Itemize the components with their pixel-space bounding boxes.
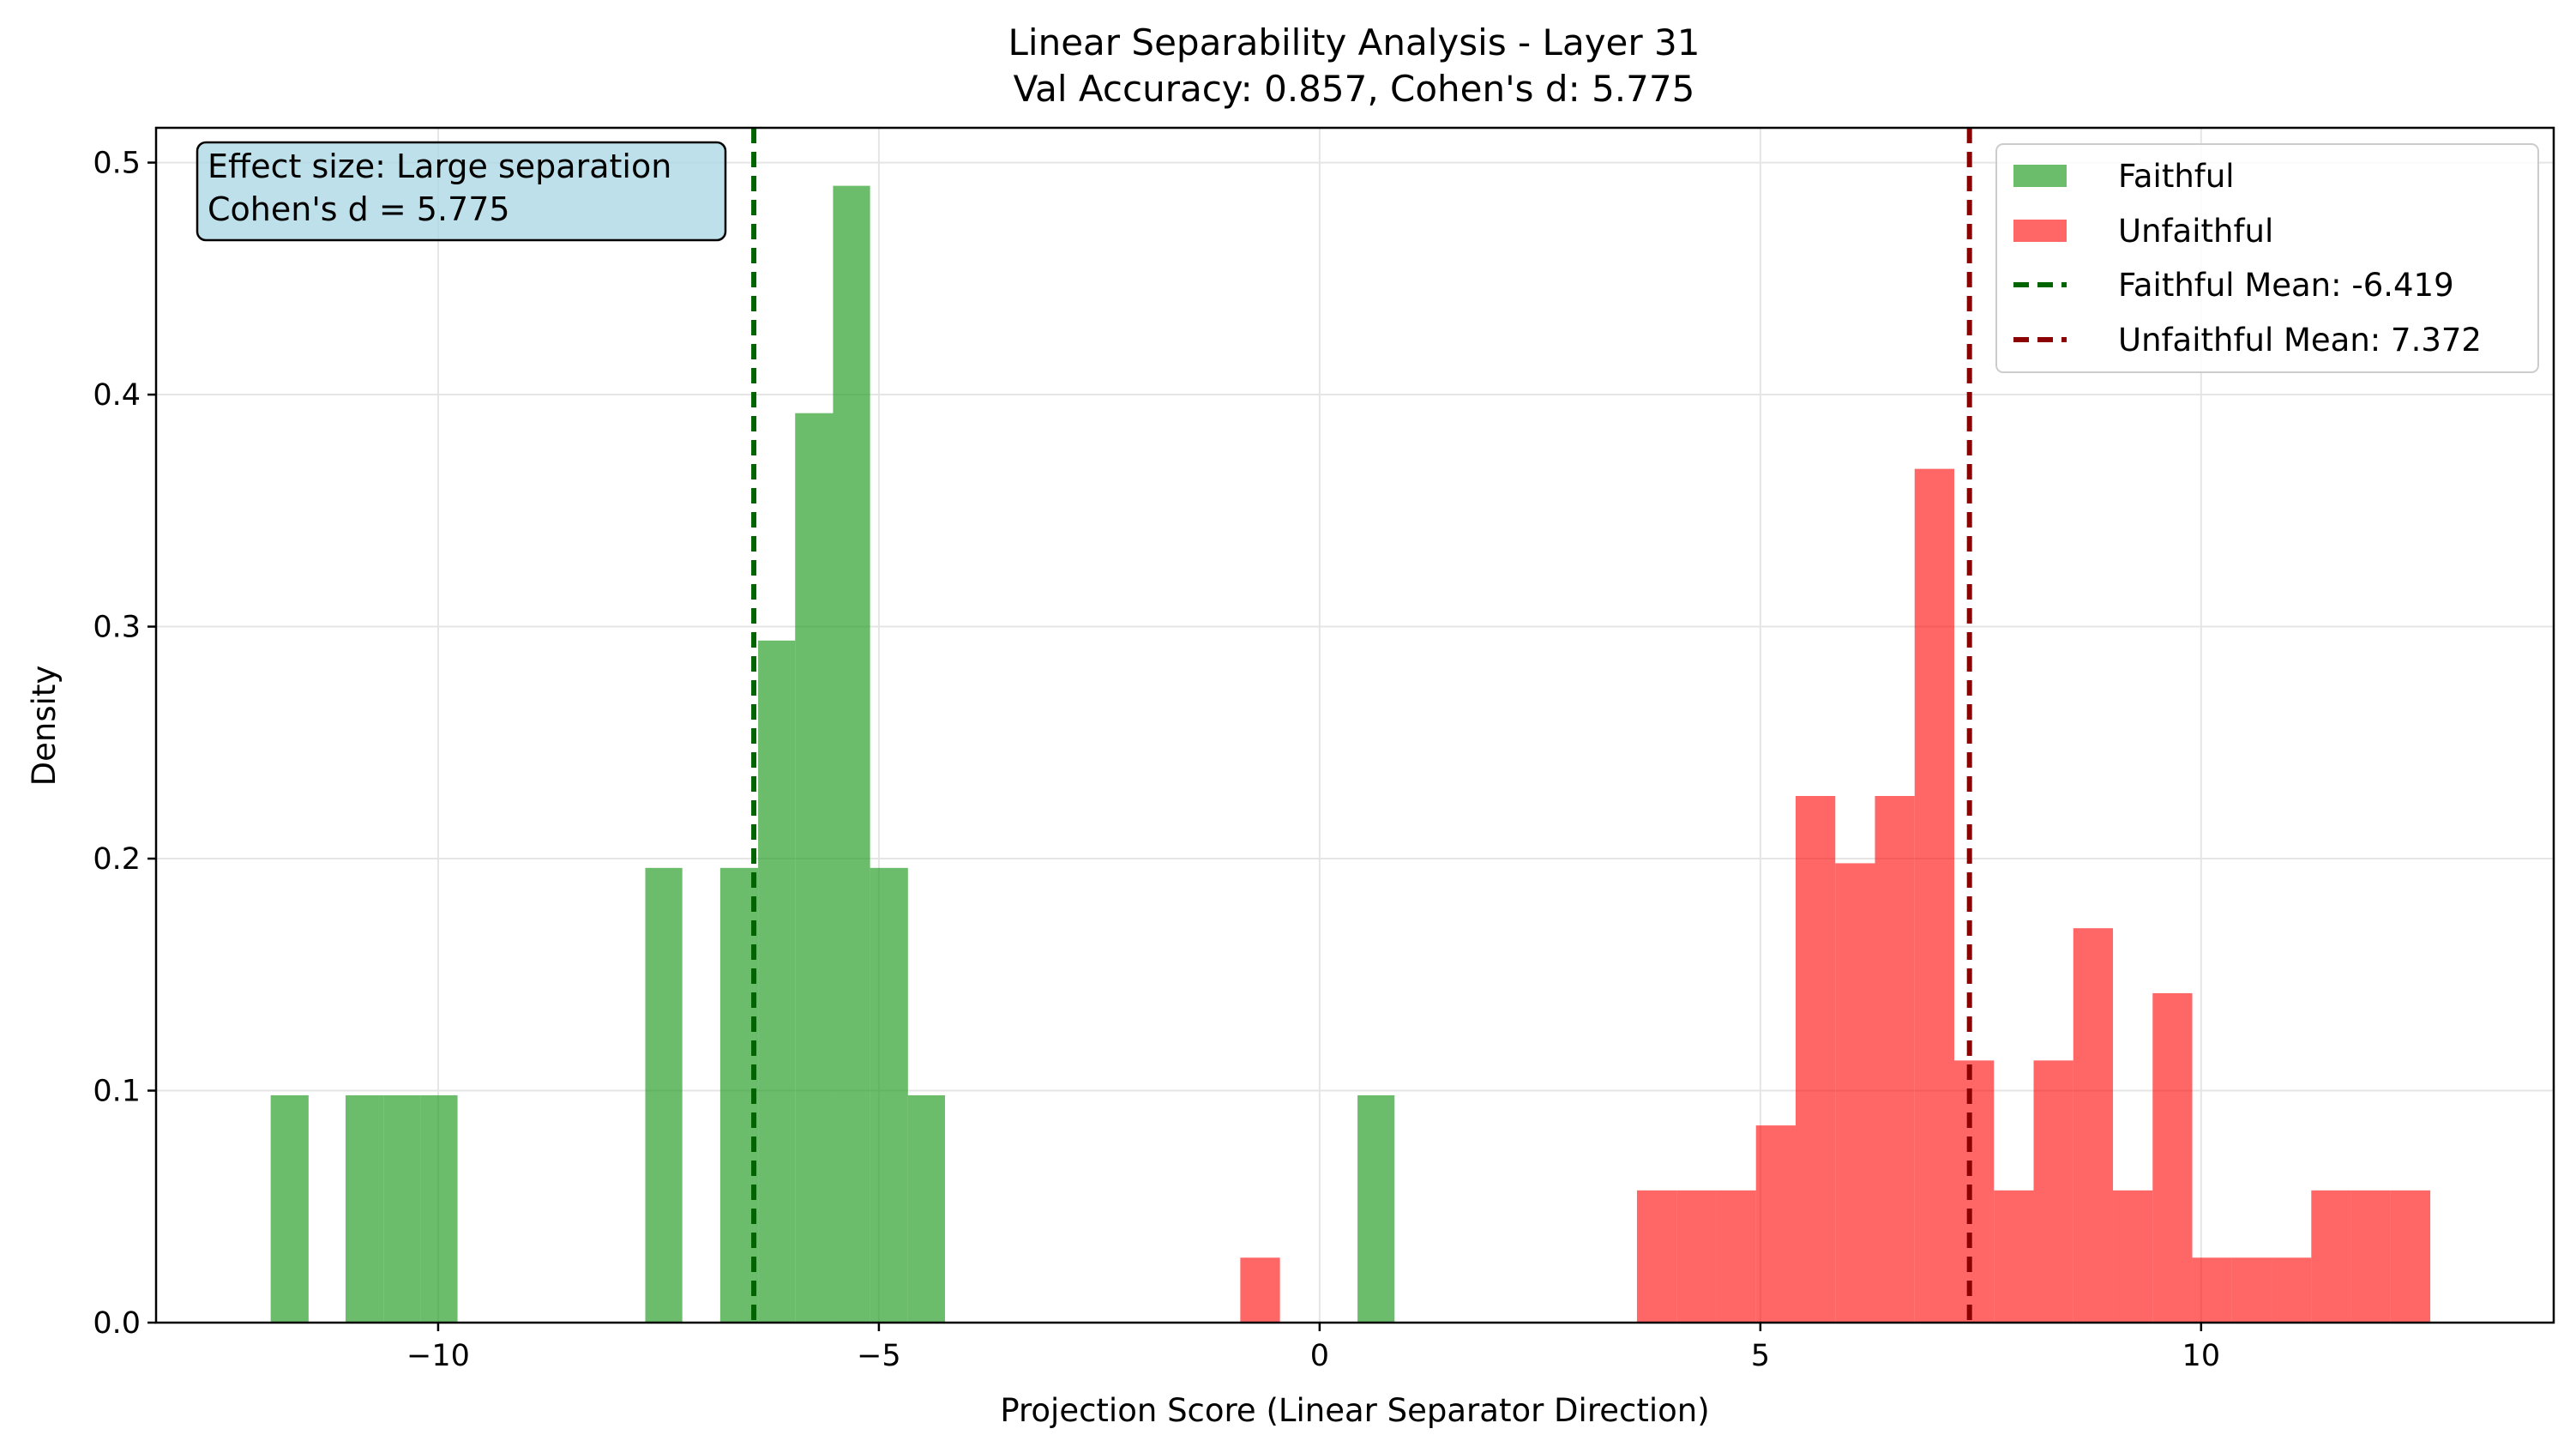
y-axis-label: Density bbox=[26, 666, 63, 787]
bar-faithful-9 bbox=[870, 867, 908, 1323]
x-tick-label-0: −10 bbox=[406, 1339, 470, 1373]
bar-unfaithful-16 bbox=[2231, 1257, 2272, 1323]
x-tick-label-1: −5 bbox=[857, 1339, 901, 1373]
bar-unfaithful-2 bbox=[1676, 1190, 1717, 1323]
histogram-bars bbox=[270, 185, 2431, 1323]
y-tick-label-2: 0.2 bbox=[93, 842, 141, 877]
bar-unfaithful-20 bbox=[2390, 1190, 2431, 1323]
bar-faithful-8 bbox=[833, 185, 870, 1323]
legend: Faithful Unfaithful Faithful Mean: -6.41… bbox=[1995, 143, 2539, 373]
chart-subtitle: Val Accuracy: 0.857, Cohen's d: 5.775 bbox=[1014, 68, 1695, 110]
x-axis-label: Projection Score (Linear Separator Direc… bbox=[1000, 1392, 1709, 1429]
bar-unfaithful-1 bbox=[1636, 1190, 1677, 1323]
legend-swatch-unfaithful bbox=[2013, 220, 2067, 242]
bar-unfaithful-0 bbox=[1240, 1257, 1280, 1323]
bar-faithful-3 bbox=[420, 1094, 458, 1323]
bar-unfaithful-17 bbox=[2272, 1257, 2312, 1323]
annotation-background bbox=[196, 141, 727, 242]
x-axis-ticks: −10 −5 0 5 10 bbox=[406, 1323, 2220, 1373]
bar-unfaithful-9 bbox=[1954, 1060, 1995, 1323]
bar-unfaithful-18 bbox=[2311, 1190, 2351, 1323]
bar-unfaithful-13 bbox=[2113, 1190, 2153, 1323]
bar-unfaithful-5 bbox=[1795, 795, 1836, 1323]
legend-label-unfaithful: Unfaithful bbox=[2118, 213, 2273, 250]
bar-unfaithful-7 bbox=[1875, 795, 1915, 1323]
y-tick-label-1: 0.1 bbox=[93, 1075, 141, 1109]
bar-faithful-4 bbox=[645, 867, 683, 1323]
y-tick-label-3: 0.3 bbox=[93, 611, 141, 645]
annotation-line-2: Cohen's d = 5.775 bbox=[208, 190, 510, 228]
bar-unfaithful-3 bbox=[1716, 1190, 1756, 1323]
legend-label-faithful: Faithful bbox=[2118, 158, 2235, 195]
bar-unfaithful-11 bbox=[2033, 1060, 2073, 1323]
bar-unfaithful-8 bbox=[1914, 468, 1954, 1323]
bar-unfaithful-6 bbox=[1835, 863, 1875, 1323]
x-tick-label-2: 0 bbox=[1310, 1339, 1329, 1373]
bar-unfaithful-10 bbox=[1994, 1190, 2034, 1323]
bar-faithful-11 bbox=[1357, 1094, 1395, 1323]
legend-swatch-faithful bbox=[2013, 165, 2067, 187]
annotation-box: Effect size: Large separation Cohen's d … bbox=[196, 141, 727, 242]
bar-unfaithful-12 bbox=[2073, 928, 2114, 1323]
bar-unfaithful-4 bbox=[1755, 1125, 1796, 1323]
bar-faithful-1 bbox=[346, 1094, 384, 1323]
annotation-line-1: Effect size: Large separation bbox=[208, 148, 671, 185]
bar-faithful-2 bbox=[383, 1094, 421, 1323]
x-tick-label-4: 10 bbox=[2182, 1339, 2221, 1373]
bar-unfaithful-15 bbox=[2192, 1257, 2232, 1323]
legend-label-faithful-mean: Faithful Mean: -6.419 bbox=[2118, 267, 2454, 304]
legend-frame bbox=[1995, 143, 2539, 373]
legend-label-unfaithful-mean: Unfaithful Mean: 7.372 bbox=[2118, 322, 2482, 359]
chart-title: Linear Separability Analysis - Layer 31 bbox=[1008, 21, 1700, 63]
y-axis-ticks: 0.0 0.1 0.2 0.3 0.4 0.5 bbox=[93, 147, 156, 1341]
y-tick-label-4: 0.4 bbox=[93, 378, 141, 413]
bar-unfaithful-19 bbox=[2350, 1190, 2391, 1323]
bar-faithful-10 bbox=[907, 1094, 946, 1323]
bar-faithful-6 bbox=[758, 640, 796, 1323]
bar-faithful-7 bbox=[795, 413, 834, 1323]
plot-frame bbox=[154, 126, 2555, 1324]
bar-unfaithful-14 bbox=[2152, 992, 2193, 1323]
bar-faithful-0 bbox=[270, 1094, 309, 1323]
y-tick-label-5: 0.5 bbox=[93, 147, 141, 181]
mean-lines bbox=[751, 128, 1972, 1323]
x-tick-label-3: 5 bbox=[1751, 1339, 1770, 1373]
y-tick-label-0: 0.0 bbox=[93, 1306, 141, 1341]
